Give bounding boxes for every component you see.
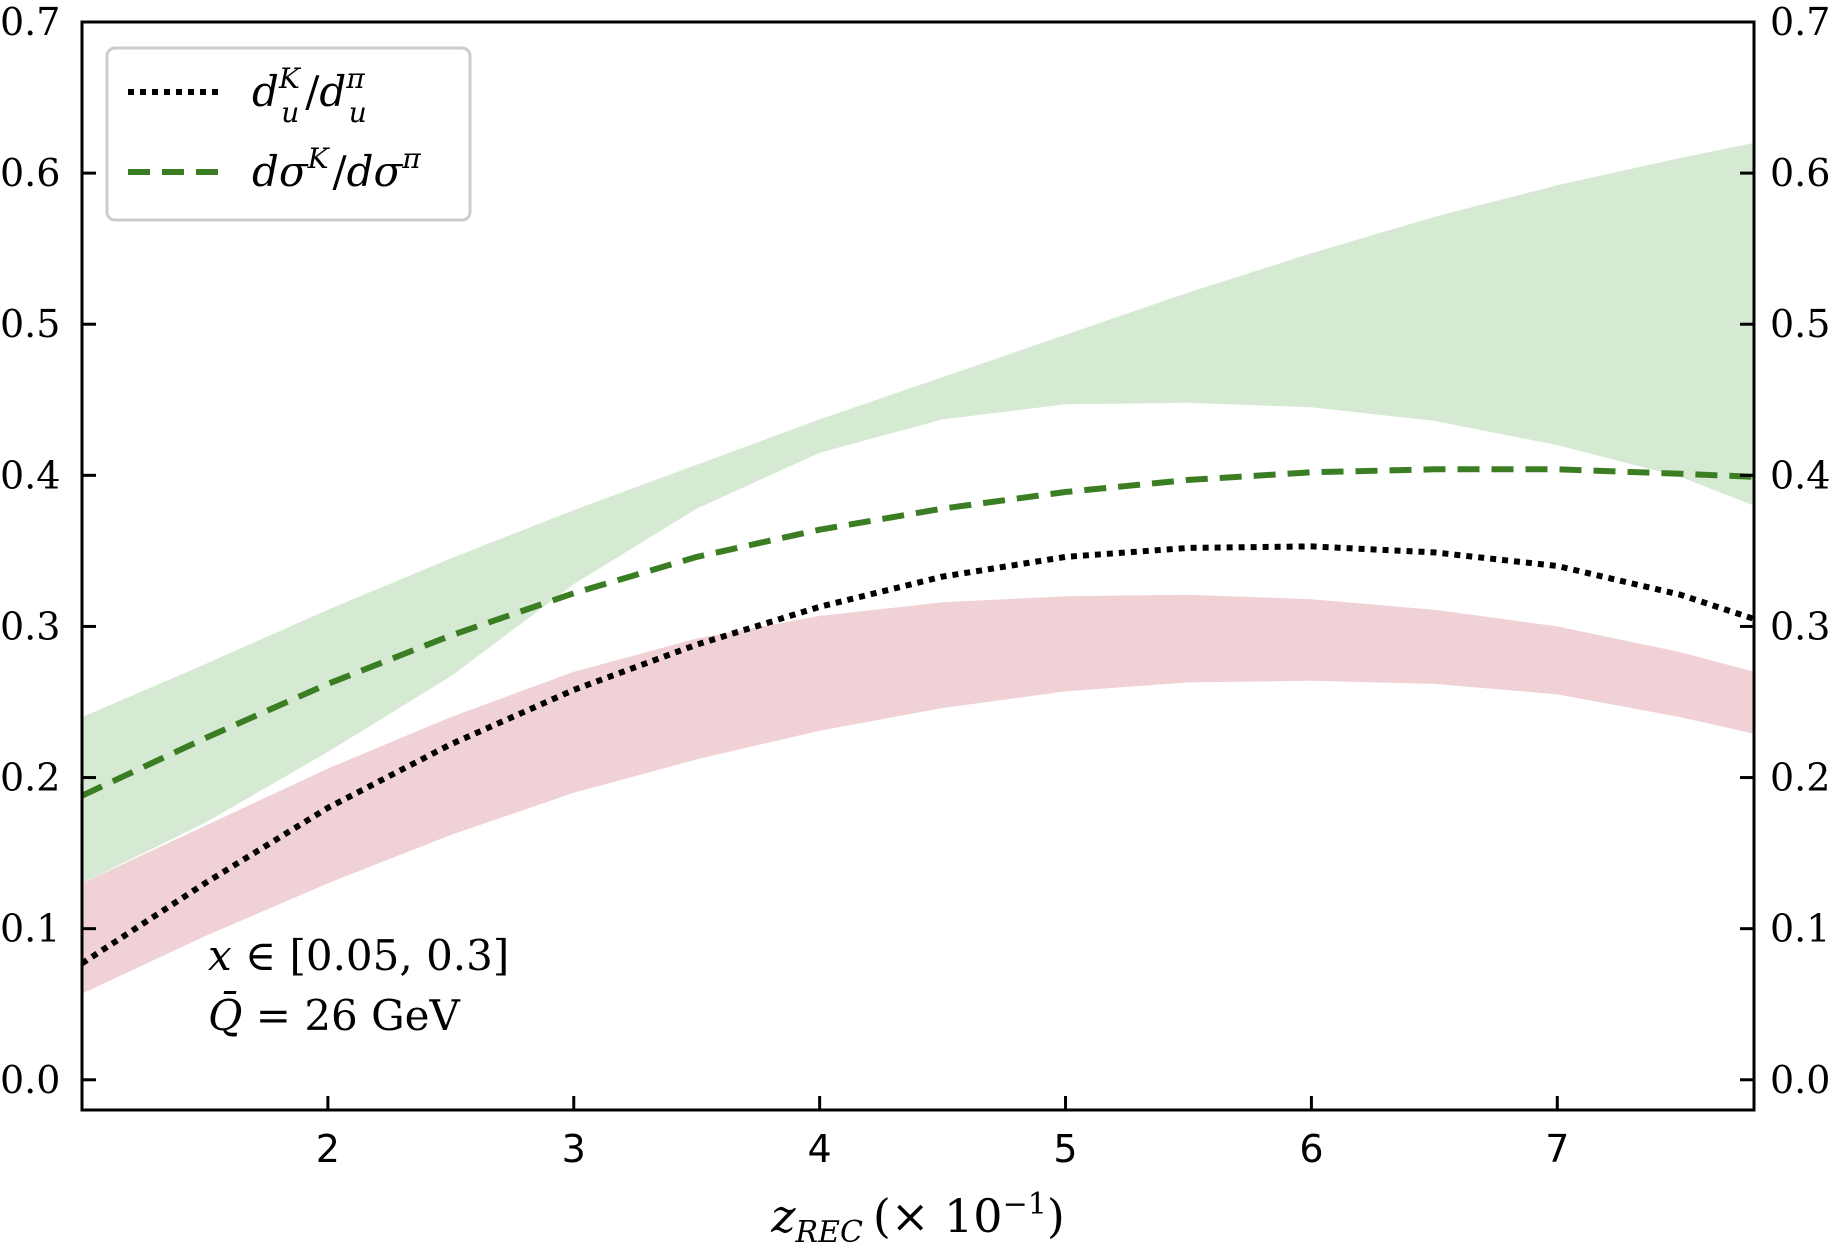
series-line-du-ratio [82, 543, 1754, 966]
y-tick-label-right: 0.2 [1770, 756, 1830, 800]
legend-1-sub: u [281, 96, 299, 129]
x-axis-label-factor: (× 10 [873, 1189, 1003, 1243]
y-tick-label-right: 0.7 [1770, 0, 1830, 44]
annotation-x-range: x ∈ [0.05, 0.3] [208, 931, 509, 980]
uncertainty-bands [82, 142, 1754, 994]
legend-1-main2: d [319, 67, 346, 116]
x-axis-label-var: z [770, 1189, 796, 1243]
legend-1-sub2: u [349, 96, 367, 129]
band-dsigma-ratio [82, 142, 1754, 884]
y-tick-label-left: 0.6 [0, 151, 60, 195]
x-tick-label: 7 [1545, 1127, 1569, 1171]
y-tick-label-left: 0.1 [0, 907, 60, 951]
legend-2-main2: dσ [347, 147, 404, 196]
legend-1-main: d [252, 67, 279, 116]
x-tick-label: 3 [562, 1127, 586, 1171]
legend-1-sup: K [278, 62, 302, 95]
legend-1-sep: / [305, 67, 320, 116]
y-tick-label-left: 0.3 [0, 604, 60, 648]
x-tick-label: 2 [316, 1127, 340, 1171]
y-tick-label-left: 0.7 [0, 0, 60, 44]
annotation: x ∈ [0.05, 0.3] Q̄ = 26 GeV [208, 931, 509, 1040]
y-axis: 0.0 0.0 0.1 0.1 0.2 0.2 0.3 0.3 0.4 0.4 0.5 0.5 0.6 0… [0, 0, 1830, 1102]
annotation-x-rest: ∈ [0.05, 0.3] [232, 931, 510, 980]
annotation-q-var: Q̄ [208, 989, 242, 1040]
legend-2-main: dσ [252, 147, 309, 196]
y-tick-label-right: 0.0 [1770, 1058, 1830, 1102]
x-axis: 2 3 4 5 6 7 [316, 1096, 1569, 1171]
x-tick-label: 5 [1053, 1127, 1077, 1171]
legend-2-sep: / [332, 147, 347, 196]
legend: dK u/dπ u dσK/dσπ [105, 46, 472, 222]
series-lines [82, 466, 1754, 966]
plot-frame [80, 20, 1756, 1112]
legend-2-sup2: π [401, 142, 421, 175]
y-tick-label-right: 0.5 [1770, 302, 1830, 346]
legend-box [105, 46, 472, 222]
x-axis-label-sub: REC [794, 1215, 862, 1248]
legend-2-sup: K [307, 142, 331, 175]
y-tick-label-left: 0.5 [0, 302, 60, 346]
band-du-ratio [82, 594, 1754, 994]
y-tick-label-left: 0.2 [0, 756, 60, 800]
y-tick-label-right: 0.4 [1770, 453, 1830, 497]
y-tick-label-right: 0.6 [1770, 151, 1830, 195]
x-axis-label: zREC (× 10−1) [770, 1187, 1065, 1248]
x-axis-label-exp: −1 [1003, 1187, 1047, 1222]
annotation-q-rest: = 26 GeV [242, 991, 460, 1040]
x-tick-label: 6 [1299, 1127, 1323, 1171]
y-tick-label-right: 0.1 [1770, 907, 1830, 951]
y-tick-label-left: 0.0 [0, 1058, 60, 1102]
x-tick-label: 4 [808, 1127, 832, 1171]
series-line-dsigma-ratio [82, 466, 1754, 799]
y-tick-label-left: 0.4 [0, 453, 60, 497]
legend-label-dsigma-ratio: dσK/dσπ [252, 142, 421, 196]
annotation-q-value: Q̄ = 26 GeV [208, 989, 461, 1040]
annotation-x-var: x [208, 931, 232, 980]
x-axis-label-close: ) [1047, 1189, 1065, 1243]
y-tick-label-right: 0.3 [1770, 604, 1830, 648]
legend-label-du-ratio: dK u/dπ u [252, 62, 367, 129]
legend-1-sup2: π [345, 62, 365, 95]
